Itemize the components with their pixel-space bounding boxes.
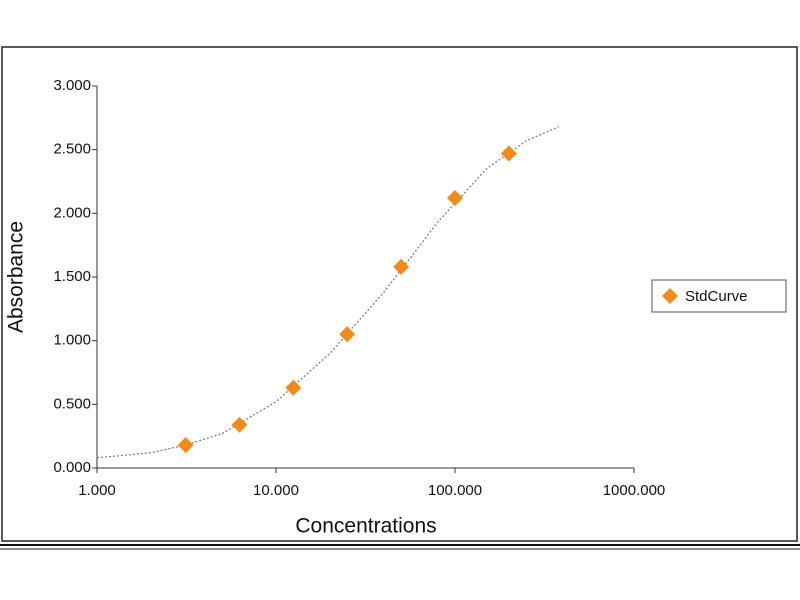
point — [231, 416, 248, 433]
point — [500, 145, 517, 162]
x-axis-title: Concentrations — [295, 515, 436, 538]
y-tick-label: 3.000 — [53, 77, 91, 94]
chart-frame — [1, 46, 798, 542]
legend-marker — [662, 288, 678, 304]
x-tick-label: 100.000 — [428, 482, 482, 499]
point — [393, 258, 410, 275]
point — [447, 190, 463, 207]
y-tick-label: 0.500 — [53, 395, 91, 412]
point — [339, 326, 356, 343]
y-tick-label: 0.000 — [53, 459, 91, 476]
legend-box — [651, 279, 787, 313]
legend-label: StdCurve — [685, 288, 748, 305]
point — [285, 379, 302, 396]
x-tick-label: 10.000 — [253, 482, 299, 499]
y-tick-label: 2.500 — [53, 141, 91, 158]
x-tick-label: 1.000 — [78, 482, 116, 499]
fit-curve — [96, 126, 560, 459]
y-axis-title: Absorbance — [5, 221, 28, 333]
y-tick-label: 1.500 — [53, 268, 91, 285]
y-tick-label: 2.000 — [53, 204, 91, 221]
y-tick-label: 1.000 — [53, 332, 91, 349]
x-tick-label: 1000.000 — [603, 482, 666, 499]
point — [177, 437, 194, 454]
